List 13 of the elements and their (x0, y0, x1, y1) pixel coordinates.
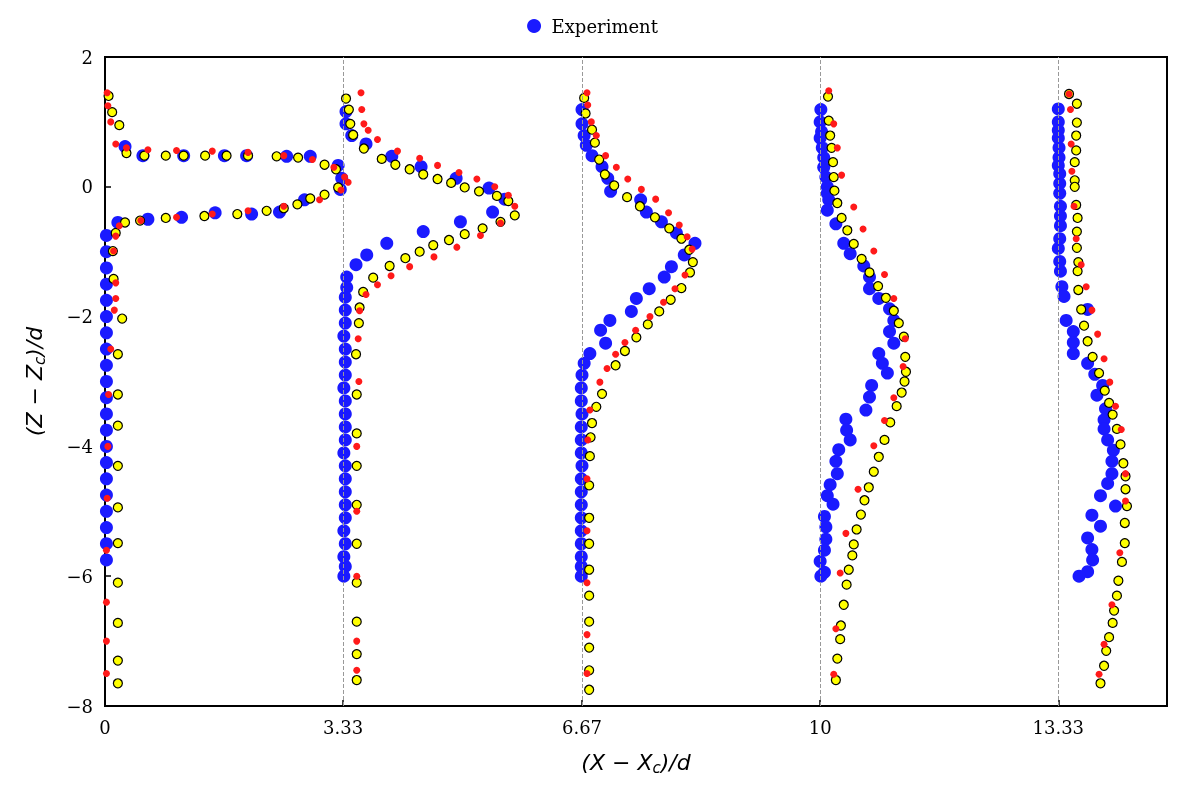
y-tick-label: 0 (81, 176, 93, 198)
x-tick-label: 13.33 (1032, 716, 1085, 738)
x-tick-label: 0 (99, 716, 111, 738)
y-axis-title: (Z − Zc)/d (22, 325, 49, 437)
y-tick-label: −4 (66, 435, 93, 457)
x-tick-label: 10 (808, 716, 832, 738)
x-tick-label: 3.33 (323, 716, 364, 738)
y-tick-label: −8 (66, 695, 93, 717)
y-tick-label: −2 (66, 306, 93, 328)
legend-label: Experiment (551, 15, 659, 37)
x-tick-label: 6.67 (561, 716, 603, 738)
y-tick-label: 2 (81, 46, 93, 68)
y-tick-label: −6 (66, 565, 93, 587)
